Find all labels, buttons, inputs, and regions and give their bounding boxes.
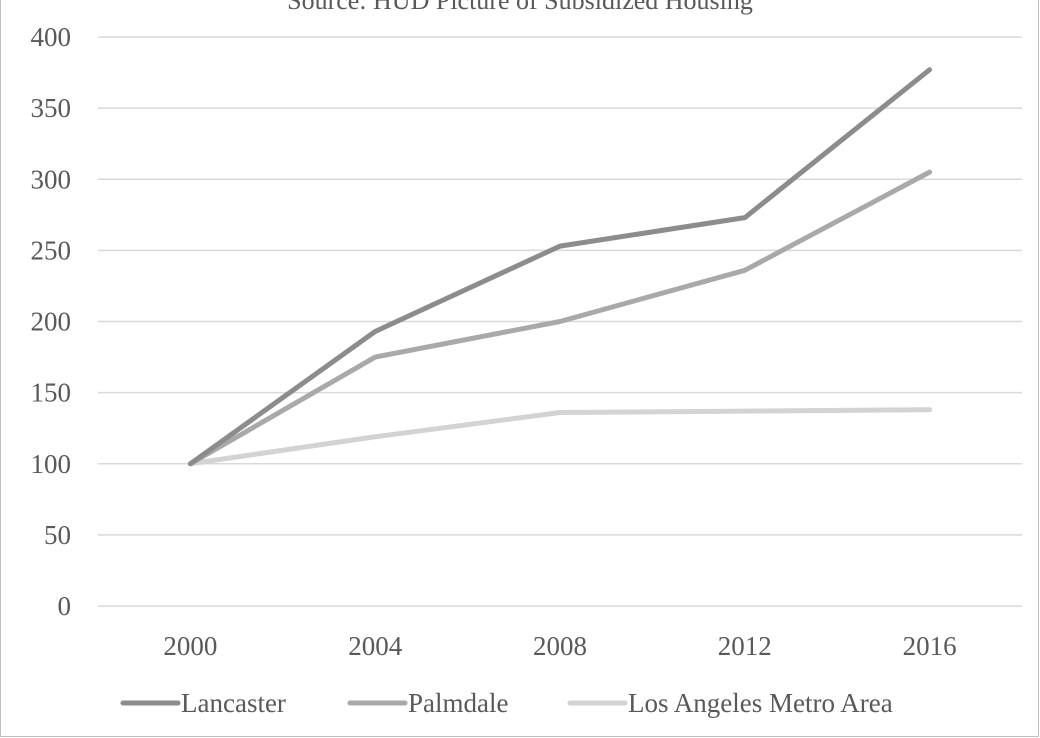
series-lines xyxy=(187,67,933,467)
x-tick-label: 2008 xyxy=(533,631,587,661)
legend-label: Los Angeles Metro Area xyxy=(628,688,893,718)
legend-label: Lancaster xyxy=(181,688,286,718)
y-tick-label: 300 xyxy=(31,164,72,194)
y-tick-label: 350 xyxy=(31,93,72,123)
y-tick-label: 100 xyxy=(31,449,72,479)
legend: Lancaster Palmdale Los Angeles Metro Area xyxy=(120,688,893,718)
y-tick-label: 0 xyxy=(58,591,72,621)
y-tick-label: 400 xyxy=(31,22,72,52)
y-tick-label: 250 xyxy=(31,235,72,265)
series-line-lancaster xyxy=(187,67,933,467)
x-axis-ticks: 2000 2004 2008 2012 2016 xyxy=(163,631,956,661)
x-tick-label: 2004 xyxy=(348,631,403,661)
y-tick-label: 200 xyxy=(31,307,72,337)
legend-label: Palmdale xyxy=(408,688,508,718)
chart-title: Source: HUD Picture of Subsidized Housin… xyxy=(287,0,753,15)
x-tick-label: 2000 xyxy=(163,631,217,661)
x-tick-label: 2016 xyxy=(903,631,957,661)
series-line-palmdale xyxy=(187,169,933,467)
series-line-los-angeles-metro-area xyxy=(187,407,933,467)
y-axis-ticks: 0 50 100 150 200 250 300 350 400 xyxy=(31,22,72,621)
y-tick-label: 50 xyxy=(44,520,71,550)
y-tick-label: 150 xyxy=(31,378,72,408)
x-tick-label: 2012 xyxy=(718,631,772,661)
